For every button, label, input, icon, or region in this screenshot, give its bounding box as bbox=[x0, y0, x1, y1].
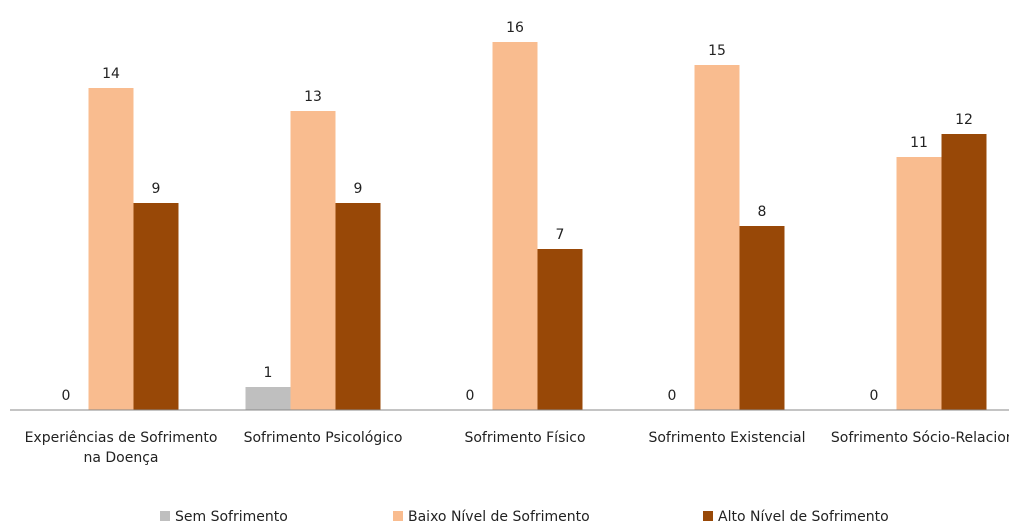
legend-label: Sem Sofrimento bbox=[175, 509, 288, 525]
bar bbox=[88, 88, 134, 410]
data-label: 8 bbox=[758, 204, 767, 220]
legend-swatch bbox=[393, 511, 403, 521]
bar bbox=[335, 203, 381, 410]
data-label: 7 bbox=[556, 227, 565, 243]
bar bbox=[941, 134, 987, 410]
x-tick-label: Sofrimento Sócio-Relacional bbox=[830, 430, 1009, 446]
data-label: 11 bbox=[910, 135, 928, 151]
data-label: 13 bbox=[304, 89, 322, 105]
bar bbox=[290, 111, 336, 410]
bar bbox=[537, 249, 583, 410]
legend-swatch bbox=[703, 511, 713, 521]
bar bbox=[245, 387, 291, 410]
legend-swatch bbox=[160, 511, 170, 521]
data-label: 0 bbox=[870, 388, 879, 404]
data-label: 1 bbox=[264, 365, 273, 381]
x-tick-label: Sofrimento Psicológico bbox=[243, 430, 403, 446]
bar bbox=[492, 42, 538, 410]
data-label: 9 bbox=[152, 181, 161, 197]
legend-label: Baixo Nível de Sofrimento bbox=[408, 509, 590, 525]
legend-label: Alto Nível de Sofrimento bbox=[718, 509, 889, 525]
data-label: 9 bbox=[354, 181, 363, 197]
x-tick-label: Experiências de Sofrimento na Doença bbox=[24, 430, 218, 466]
data-label: 0 bbox=[466, 388, 475, 404]
data-label: 0 bbox=[62, 388, 71, 404]
data-label: 12 bbox=[955, 112, 973, 128]
bar bbox=[133, 203, 179, 410]
x-tick-label: Sofrimento Existencial bbox=[648, 430, 806, 446]
data-label: 15 bbox=[708, 43, 726, 59]
data-label: 16 bbox=[506, 20, 524, 36]
bar bbox=[896, 157, 942, 410]
bar bbox=[739, 226, 785, 410]
bar bbox=[694, 65, 740, 410]
x-tick-label: Sofrimento Físico bbox=[464, 430, 586, 446]
data-label: 0 bbox=[668, 388, 677, 404]
data-label: 14 bbox=[102, 66, 120, 82]
